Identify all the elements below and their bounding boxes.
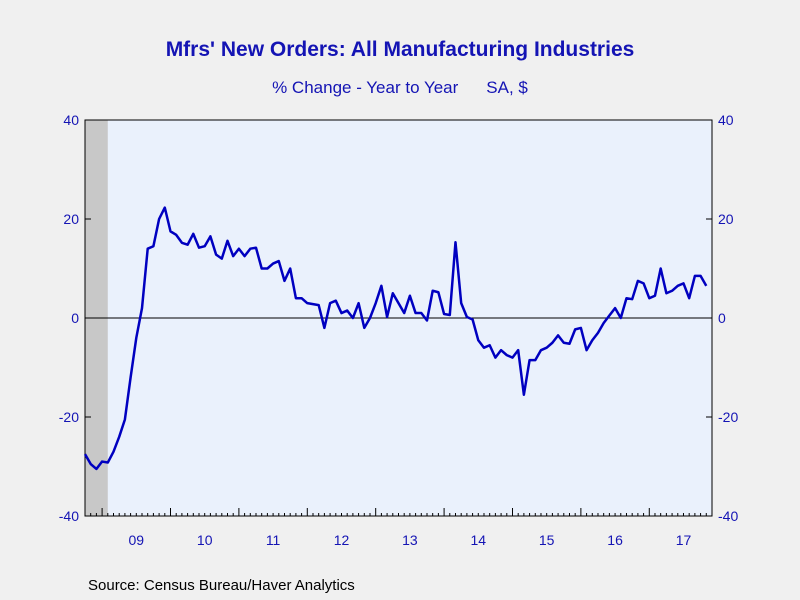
- subtitle-measure: % Change - Year to Year: [272, 78, 459, 97]
- chart-title: Mfrs' New Orders: All Manufacturing Indu…: [165, 38, 635, 61]
- x-tick-label: 14: [470, 532, 486, 548]
- y-tick-label-left: 0: [71, 310, 79, 326]
- x-tick-label: 15: [539, 532, 555, 548]
- x-tick-label: 16: [607, 532, 623, 548]
- subtitle-units: SA, $: [486, 78, 528, 97]
- x-tick-label: 11: [266, 532, 281, 548]
- y-tick-label-right: 40: [718, 112, 734, 128]
- x-tick-label: 09: [129, 532, 145, 548]
- chart-subtitle: % Change - Year to Year SA, $: [0, 78, 800, 98]
- source-note: Source: Census Bureau/Haver Analytics: [88, 577, 355, 594]
- y-tick-label-left: 20: [63, 211, 79, 227]
- y-tick-label-right: -40: [718, 508, 738, 524]
- y-tick-label-right: 20: [718, 211, 734, 227]
- x-tick-label: 12: [334, 532, 350, 548]
- y-tick-label-left: -20: [59, 409, 79, 425]
- y-tick-label-right: -20: [718, 409, 738, 425]
- series-line: [83, 206, 708, 471]
- x-tick-label: 13: [402, 532, 418, 548]
- x-tick-label: 17: [676, 532, 692, 548]
- x-tick-label: 10: [197, 532, 213, 548]
- y-tick-label-right: 0: [718, 310, 726, 326]
- y-tick-label-left: -40: [59, 508, 79, 524]
- y-tick-label-left: 40: [63, 112, 79, 128]
